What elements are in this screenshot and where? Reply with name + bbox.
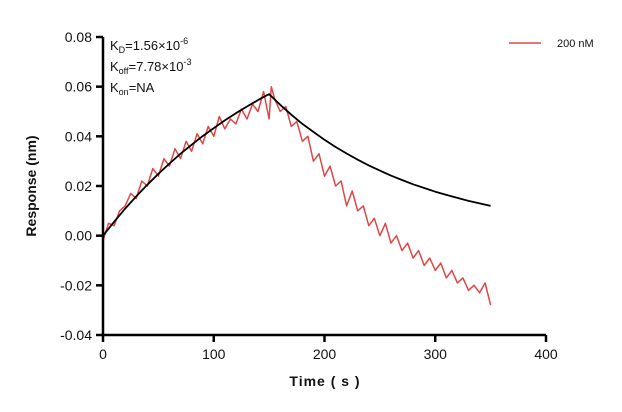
plot-area <box>102 85 492 306</box>
x-tick-label: 100 <box>202 346 226 362</box>
axes: 0 100 200 300 400 -0.04 -0.02 0.00 0.02 0.04 0.06 0… <box>60 29 558 362</box>
y-tick-label: 0.02 <box>65 178 92 194</box>
x-tick-label: 400 <box>534 346 558 362</box>
kon-annotation: Kon=NA <box>110 80 155 97</box>
y-tick-label: -0.04 <box>60 327 92 343</box>
x-tick-label: 0 <box>99 346 107 362</box>
y-tick-label: 0.00 <box>65 228 92 244</box>
y-tick-label: -0.02 <box>60 277 92 293</box>
y-tick-label: 0.08 <box>65 29 92 45</box>
y-axis-label: Response (nm) <box>23 135 39 236</box>
x-tick-label: 200 <box>313 346 337 362</box>
x-tick-label: 300 <box>424 346 448 362</box>
y-tick-label: 0.06 <box>65 79 92 95</box>
koff-annotation: Koff=7.78×10-3 <box>110 57 191 76</box>
legend-label: 200 nM <box>557 38 594 50</box>
y-tick-label: 0.04 <box>65 128 92 144</box>
kd-annotation: KD=1.56×10-6 <box>110 36 188 55</box>
x-axis-label: Time ( s ) <box>289 373 360 389</box>
fit-curve <box>102 93 491 237</box>
kinetic-annotations: KD=1.56×10-6 Koff=7.78×10-3 Kon=NA <box>110 36 191 97</box>
legend: 200 nM <box>509 38 594 50</box>
